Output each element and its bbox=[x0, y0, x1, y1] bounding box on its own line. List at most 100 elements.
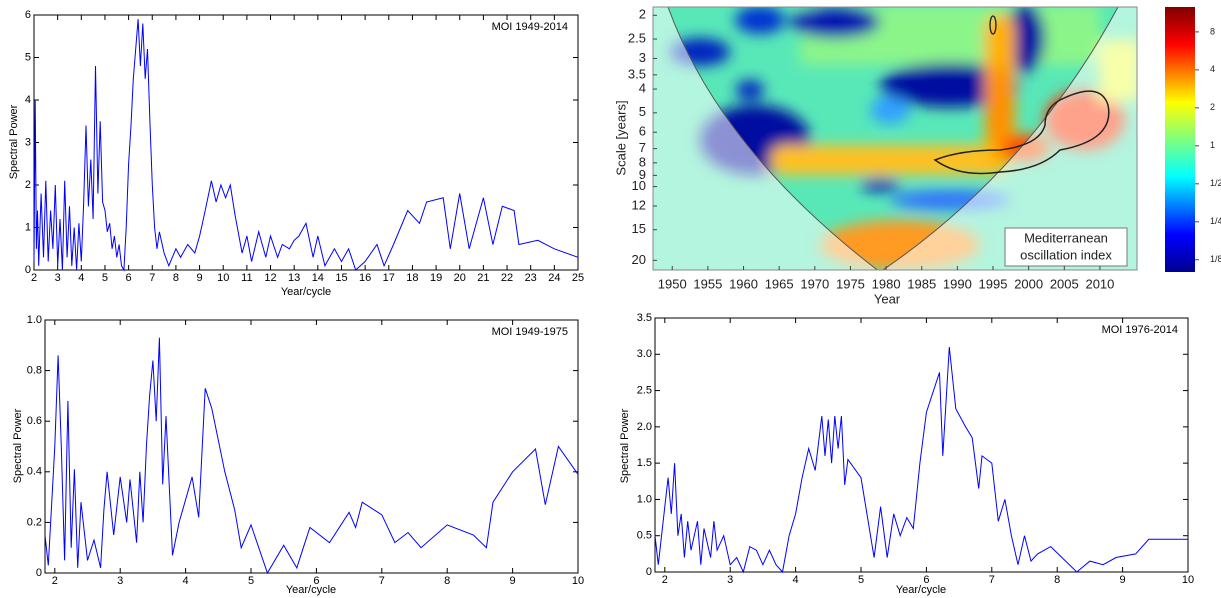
x-tick-label: 24 bbox=[548, 272, 560, 284]
x-tick-label: 22 bbox=[501, 272, 513, 284]
y-tick-label: 3.5 bbox=[628, 66, 646, 81]
x-tick-label: 2010 bbox=[1085, 276, 1114, 291]
y-tick-label: 6 bbox=[639, 124, 646, 139]
x-tick-label: 10 bbox=[572, 575, 584, 587]
x-tick-label: 5 bbox=[102, 272, 108, 284]
heatmap-axes: 1950 1955 1960 1965 1970 1975 1980 1985 1990 1995… bbox=[613, 7, 1221, 307]
colorbar-tick-label: 1/8 bbox=[1210, 254, 1221, 264]
annotation-line: oscillation index bbox=[1020, 247, 1112, 262]
x-tick-label: 4 bbox=[183, 575, 189, 587]
x-tick-label: 7 bbox=[149, 272, 155, 284]
x-tick-label: 1975 bbox=[836, 276, 865, 291]
y-tick-label: 3 bbox=[25, 136, 31, 148]
y-tick-label: 1.0 bbox=[27, 314, 42, 326]
y-tick-label: 0 bbox=[25, 264, 31, 276]
y-tick-label: 7 bbox=[639, 140, 646, 155]
x-tick-label: 23 bbox=[525, 272, 537, 284]
y-tick-label: 5 bbox=[639, 104, 646, 119]
x-tick-label: 7 bbox=[379, 575, 385, 587]
y-tick-label: 5 bbox=[25, 51, 31, 63]
y-tick-label: 8 bbox=[639, 154, 646, 169]
x-tick-label: 7 bbox=[989, 574, 995, 586]
x-tick-label: 21 bbox=[477, 272, 489, 284]
x-tick-label: 3 bbox=[55, 272, 61, 284]
x-tick-label: 11 bbox=[241, 272, 252, 284]
y-tick-label: 3 bbox=[639, 50, 646, 65]
spectrum-line bbox=[44, 337, 579, 575]
colorbar-tick-label: 2 bbox=[1210, 102, 1215, 112]
x-tick-label: 17 bbox=[383, 272, 395, 284]
y-tick-label: 0 bbox=[36, 567, 42, 579]
y-tick-label: 10 bbox=[632, 178, 646, 193]
y-tick-label: 1.5 bbox=[637, 457, 652, 469]
y-tick-label: 0.6 bbox=[27, 415, 42, 427]
x-tick-label: 10 bbox=[1182, 574, 1194, 586]
panel-annotation: MOI 1976-2014 bbox=[1102, 324, 1178, 336]
x-tick-label: 16 bbox=[359, 272, 371, 284]
axes-frame bbox=[654, 317, 1189, 573]
x-axis-label: Year bbox=[874, 291, 901, 306]
y-tick-label: 3.5 bbox=[637, 312, 652, 324]
x-tick-label: 1950 bbox=[658, 276, 687, 291]
y-tick-label: 4 bbox=[25, 94, 31, 106]
x-tick-label: 9 bbox=[197, 272, 203, 284]
annotation-line: Mediterranean bbox=[1024, 230, 1108, 245]
x-tick-label: 4 bbox=[78, 272, 84, 284]
y-tick-label: 3.0 bbox=[637, 348, 652, 360]
colorbar-tick-label: 8 bbox=[1210, 26, 1215, 36]
x-tick-label: 8 bbox=[444, 575, 450, 587]
y-tick-label: 20 bbox=[632, 252, 646, 267]
x-tick-label: 1995 bbox=[979, 276, 1008, 291]
x-tick-label: 9 bbox=[510, 575, 516, 587]
y-tick-label: 0.4 bbox=[27, 466, 42, 478]
x-tick-label: 18 bbox=[406, 272, 418, 284]
colorbar-tick-label: 4 bbox=[1210, 64, 1215, 74]
axes-frame bbox=[44, 319, 579, 574]
colorbar-tick-label: 1/4 bbox=[1210, 216, 1221, 226]
x-tick-label: 8 bbox=[1054, 574, 1060, 586]
x-tick-label: 25 bbox=[572, 272, 584, 284]
x-tick-label: 3 bbox=[117, 575, 123, 587]
x-tick-label: 1990 bbox=[943, 276, 972, 291]
y-tick-label: 2 bbox=[639, 7, 646, 22]
x-tick-label: 1965 bbox=[765, 276, 794, 291]
y-tick-label: 2 bbox=[25, 179, 31, 191]
x-tick-label: 2 bbox=[662, 574, 668, 586]
x-axis-label: Year/cycle bbox=[281, 286, 331, 298]
x-tick-label: 2005 bbox=[1050, 276, 1079, 291]
wavelet-image bbox=[653, 7, 1137, 270]
x-tick-label: 20 bbox=[454, 272, 466, 284]
y-tick-label: 4 bbox=[639, 81, 646, 96]
x-tick-label: 2 bbox=[31, 272, 37, 284]
y-tick-label: 2.0 bbox=[637, 421, 652, 433]
x-tick-label: 5 bbox=[248, 575, 254, 587]
panel-annotation: MOI 1949-1975 bbox=[492, 326, 568, 338]
x-tick-label: 2 bbox=[52, 575, 58, 587]
spectrum-line bbox=[654, 346, 1188, 574]
x-tick-label: 3 bbox=[727, 574, 733, 586]
x-tick-label: 6 bbox=[313, 575, 319, 587]
y-tick-label: 2.5 bbox=[637, 384, 652, 396]
x-tick-label: 13 bbox=[288, 272, 300, 284]
y-tick-label: 15 bbox=[632, 221, 646, 236]
y-tick-label: 0.8 bbox=[27, 365, 42, 377]
x-tick-label: 1970 bbox=[800, 276, 829, 291]
y-tick-label: 0 bbox=[646, 566, 652, 578]
y-tick-label: 0.5 bbox=[637, 530, 652, 542]
x-axis-label: Year/cycle bbox=[286, 584, 336, 596]
y-tick-label: 6 bbox=[25, 9, 31, 21]
y-tick-label: 9 bbox=[639, 167, 646, 182]
x-tick-label: 15 bbox=[335, 272, 347, 284]
y-tick-label: 1 bbox=[25, 221, 31, 233]
y-tick-label: 0.2 bbox=[27, 516, 42, 528]
x-tick-label: 1960 bbox=[729, 276, 758, 291]
y-axis-label: Spectral Power bbox=[619, 408, 631, 483]
colorbar bbox=[1165, 7, 1195, 272]
x-tick-label: 19 bbox=[430, 272, 442, 284]
y-tick-label: 2.5 bbox=[628, 30, 646, 45]
x-tick-label: 8 bbox=[173, 272, 179, 284]
x-tick-label: 6 bbox=[923, 574, 929, 586]
y-tick-label: 1.0 bbox=[637, 493, 652, 505]
colorbar-tick-label: 1 bbox=[1210, 140, 1215, 150]
